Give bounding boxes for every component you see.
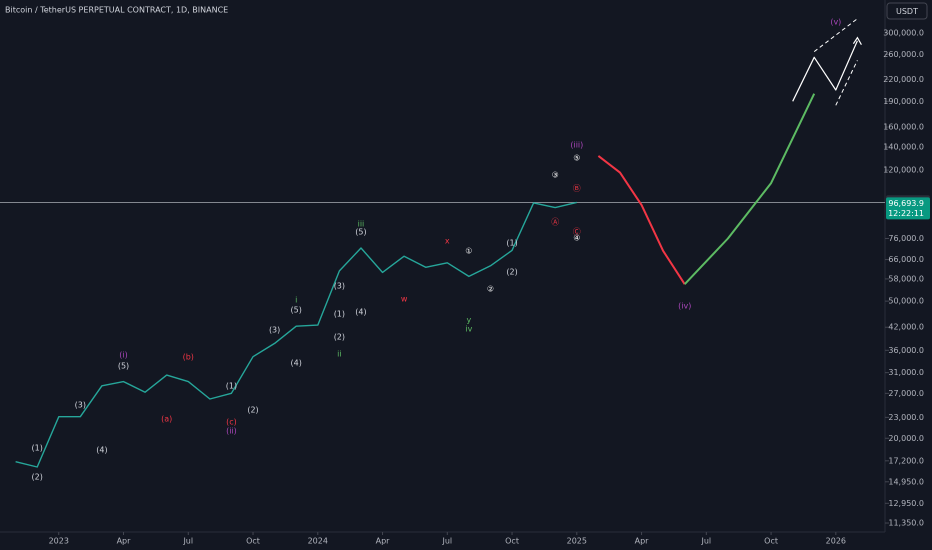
- wave-label: iv: [465, 325, 472, 334]
- wave-label: ②: [487, 285, 494, 294]
- series-line: [597, 155, 686, 285]
- y-tick-label: 58,000.0: [888, 274, 924, 283]
- series-line: [835, 60, 858, 106]
- y-tick-label: 140,000.0: [883, 143, 924, 152]
- x-tick-label: Apr: [635, 537, 650, 546]
- wave-label: Ⓒ: [573, 228, 581, 237]
- x-tick-label: Jul: [441, 537, 452, 546]
- wave-label: (3): [75, 401, 86, 410]
- wave-label: (3): [269, 326, 280, 335]
- wave-label: ①: [465, 247, 472, 256]
- wave-label: (1): [506, 239, 517, 248]
- y-tick-label: 42,000.0: [888, 323, 924, 332]
- wave-label: (4): [96, 445, 107, 454]
- arrow-head: [852, 36, 862, 45]
- x-tick-label: 2024: [308, 537, 328, 546]
- y-tick-label: 23,000.0: [888, 413, 924, 422]
- series-line: [813, 18, 858, 52]
- countdown-label: 12:22:11: [888, 209, 924, 218]
- wave-label: (5): [291, 306, 302, 315]
- wave-label: (5): [118, 362, 129, 371]
- wave-label: (c): [226, 418, 237, 427]
- wave-label: (b): [183, 353, 194, 362]
- currency-label: USDT: [896, 7, 918, 16]
- wave-label: i: [295, 296, 297, 305]
- series-line: [15, 201, 577, 468]
- wave-label: Ⓑ: [573, 184, 581, 193]
- y-tick-label: 220,000.0: [883, 75, 924, 84]
- wave-label: (1): [31, 443, 42, 452]
- wave-label: w: [401, 295, 408, 304]
- y-tick-label: 27,000.0: [888, 389, 924, 398]
- chart-title: Bitcoin / TetherUS PERPETUAL CONTRACT, 1…: [5, 6, 228, 15]
- wave-label: (i): [119, 351, 127, 360]
- x-tick-label: 2026: [826, 537, 846, 546]
- price-label: 96,693.9: [888, 199, 924, 208]
- wave-label: (4): [355, 308, 366, 317]
- x-tick-label: Jul: [182, 537, 193, 546]
- y-tick-label: 36,000.0: [888, 346, 924, 355]
- x-tick-label: Apr: [117, 537, 132, 546]
- x-tick-label: Oct: [246, 537, 260, 546]
- y-tick-label: 31,000.0: [888, 368, 924, 377]
- x-tick-label: Apr: [376, 537, 391, 546]
- y-tick-label: 300,000.0: [883, 28, 924, 37]
- x-tick-label: Jul: [700, 537, 711, 546]
- wave-label: (a): [161, 414, 172, 423]
- x-tick-label: Oct: [764, 537, 778, 546]
- wave-label: (4): [291, 359, 302, 368]
- y-tick-label: 12,950.0: [888, 499, 924, 508]
- wave-label: (2): [31, 473, 42, 482]
- wave-label: ⑤: [573, 154, 580, 163]
- wave-label: x: [445, 237, 450, 246]
- series-line: [792, 40, 858, 102]
- price-box: [886, 197, 930, 220]
- wave-label: (1): [226, 382, 237, 391]
- wave-label: ii: [337, 350, 341, 359]
- y-tick-label: 76,000.0: [888, 234, 924, 243]
- wave-label: y: [467, 316, 472, 325]
- wave-label: iii: [358, 220, 365, 229]
- wave-label: Ⓐ: [551, 218, 559, 227]
- x-tick-label: 2025: [567, 537, 587, 546]
- y-tick-label: 260,000.0: [883, 50, 924, 59]
- y-tick-label: 160,000.0: [883, 123, 924, 132]
- wave-label: (ii): [226, 427, 237, 436]
- wave-label: (3): [334, 282, 345, 291]
- y-tick-label: 14,950.0: [888, 477, 924, 486]
- wave-label: (2): [334, 332, 345, 341]
- wave-label: (5): [355, 228, 366, 237]
- wave-label: (1): [334, 310, 345, 319]
- y-tick-label: 120,000.0: [883, 166, 924, 175]
- wave-label: (iv): [678, 302, 691, 311]
- wave-label: (iii): [570, 141, 583, 150]
- y-tick-label: 50,000.0: [888, 297, 924, 306]
- x-tick-label: Oct: [505, 537, 519, 546]
- wave-label: ④: [573, 234, 580, 243]
- y-tick-label: 11,350.0: [888, 519, 924, 528]
- y-tick-label: 190,000.0: [883, 97, 924, 106]
- x-tick-label: 2023: [49, 537, 69, 546]
- wave-label: (2): [247, 406, 258, 415]
- currency-button[interactable]: [886, 2, 928, 20]
- series-line: [683, 93, 816, 285]
- wave-label: ③: [552, 171, 559, 180]
- y-tick-label: 66,000.0: [888, 255, 924, 264]
- wave-label: (v): [830, 18, 841, 27]
- wave-label: (2): [506, 268, 517, 277]
- y-tick-label: 17,200.0: [888, 456, 924, 465]
- y-tick-label: 20,000.0: [888, 434, 924, 443]
